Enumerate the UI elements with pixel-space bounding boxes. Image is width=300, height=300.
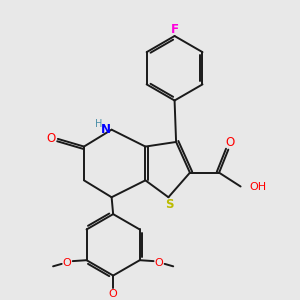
Text: OH: OH (250, 182, 267, 192)
Text: O: O (63, 258, 72, 268)
Text: O: O (225, 136, 234, 149)
Text: O: O (109, 289, 118, 299)
Text: O: O (155, 258, 164, 268)
Text: O: O (46, 132, 56, 146)
Text: F: F (171, 23, 178, 36)
Text: H: H (95, 119, 102, 129)
Text: S: S (165, 198, 174, 212)
Text: N: N (101, 123, 111, 136)
